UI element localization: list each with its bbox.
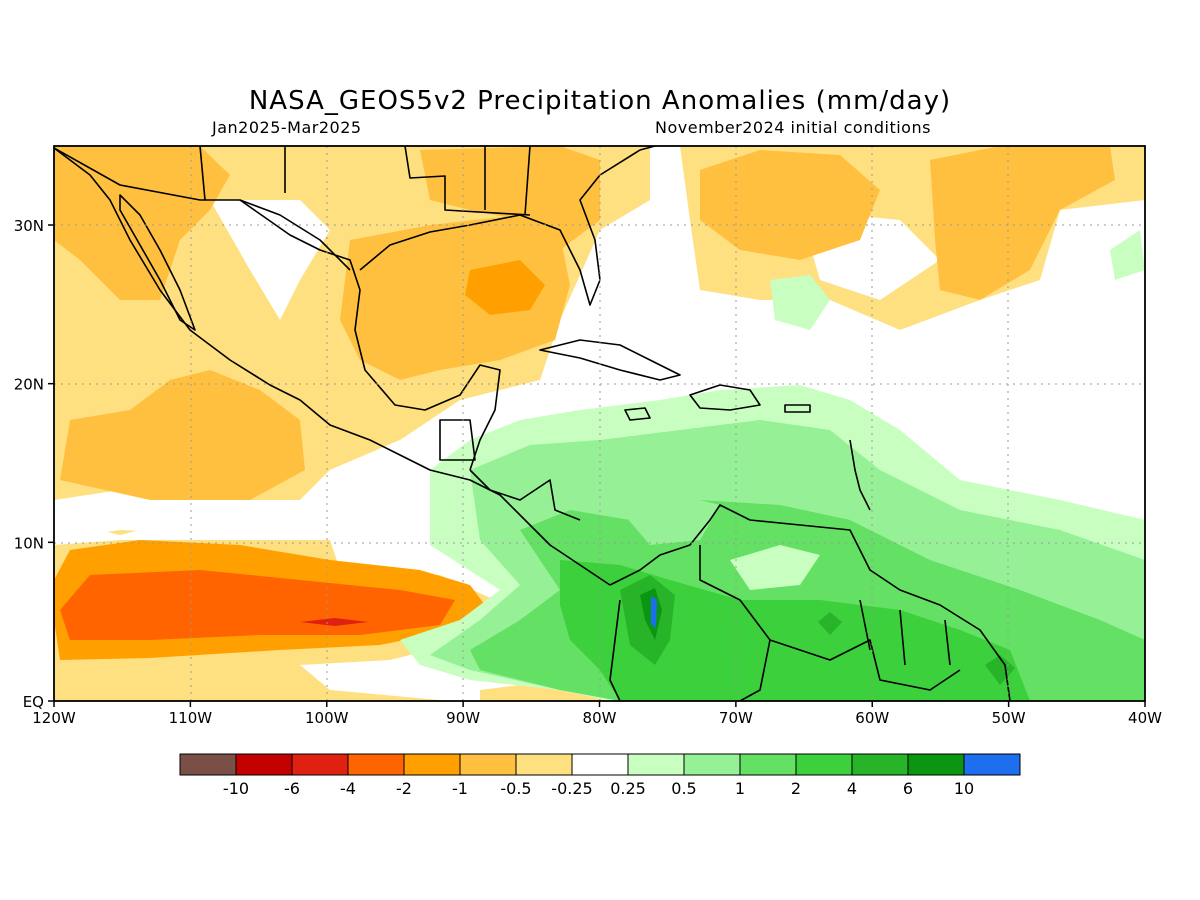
colorbar-label: -10 [223, 779, 249, 798]
coastline-gulf [239, 199, 501, 471]
dry-anomaly-pacific-peak [300, 618, 368, 626]
dry-anomaly-mid-atlantic-east [930, 146, 1115, 300]
colorbar-label: 0.25 [610, 779, 646, 798]
colorbar-swatch [403, 753, 461, 776]
colorbar-label: 1 [735, 779, 745, 798]
neutral-gap-atlantic-east [1040, 200, 1145, 360]
hispaniola [689, 384, 761, 411]
colorbar-label: -1 [452, 779, 468, 798]
colorbar-swatch [179, 753, 237, 776]
cuba [539, 339, 681, 381]
dry-anomaly-mid-pacific [60, 370, 305, 500]
neutral-gap-caribbean-sea [620, 495, 720, 545]
colorbar: -10 -6 -4 -2 -1 -0.5 -0.25 0.25 0.5 1 2 4 6 10 [179, 753, 1021, 798]
dry-anomaly-gulf-core [465, 260, 545, 315]
lon-tick-label: 100W [305, 709, 349, 727]
colorbar-label: 10 [954, 779, 974, 798]
colorbar-label: 4 [847, 779, 857, 798]
lon-tick-label: 110W [169, 709, 213, 727]
colorbar-swatch [739, 753, 797, 776]
neutral-gap-gulf [210, 200, 330, 320]
wet-anomaly-core-east [818, 612, 842, 635]
colorbar-label: 6 [903, 779, 913, 798]
colorbar-swatch [571, 753, 629, 776]
chart-title: NASA_GEOS5v2 Precipitation Anomalies (mm… [248, 86, 952, 116]
latitude-axis: EQ 10N 20N 30N [14, 217, 54, 711]
colorbar-label: -0.25 [551, 779, 592, 798]
border-brazil [769, 639, 961, 691]
colorbar-swatch [795, 753, 853, 776]
puerto-rico [784, 404, 811, 413]
forecast-period: Jan2025-Mar2025 [212, 118, 362, 137]
colorbar-swatch [235, 753, 293, 776]
lon-tick-label: 40W [1128, 709, 1162, 727]
neutral-gap-venezuela [730, 545, 820, 590]
colorbar-swatch [459, 753, 517, 776]
dry-anomaly-mid-atlantic-north [700, 150, 880, 260]
lesser-antilles [849, 439, 871, 511]
lon-tick-label: 60W [855, 709, 889, 727]
jamaica [624, 407, 651, 421]
colorbar-label: -4 [340, 779, 356, 798]
anomaly-field [54, 146, 1145, 701]
dry-anomaly-mid-gulf [340, 215, 570, 380]
colorbar-swatch [627, 753, 685, 776]
colorbar-label: 0.5 [671, 779, 696, 798]
gridlines [54, 146, 1145, 701]
border-central-america [469, 469, 581, 521]
neutral-gap-pacific [54, 420, 470, 560]
wet-anomaly-core-guianas [985, 655, 1015, 685]
border-guatemala-belize [439, 419, 476, 461]
colorbar-swatch [851, 753, 909, 776]
coastlines [54, 146, 1011, 701]
colorbar-swatch [683, 753, 741, 776]
lat-tick-label: 20N [14, 376, 44, 394]
lat-tick-label: 10N [14, 534, 44, 552]
border-us-mexico [54, 147, 351, 271]
initial-conditions: November2024 initial conditions [655, 118, 931, 137]
lat-tick-label: 30N [14, 217, 44, 235]
colorbar-label: -6 [284, 779, 300, 798]
colorbar-label: 2 [791, 779, 801, 798]
coastline-mexico-pacific [54, 147, 611, 586]
colorbar-label: -2 [396, 779, 412, 798]
colorbar-swatch [963, 753, 1021, 776]
lat-tick-label: EQ [23, 693, 44, 711]
wet-anomaly-light-atlantic-east [1110, 230, 1145, 280]
baja-california [119, 194, 196, 331]
lon-tick-label: 70W [719, 709, 753, 727]
lon-tick-label: 90W [446, 709, 480, 727]
border-guianas [859, 599, 951, 666]
lon-tick-label: 80W [583, 709, 617, 727]
coastline-south-america-north [609, 504, 1011, 701]
dry-anomaly-mid-us [420, 146, 600, 250]
longitude-axis: 120W 110W 100W 90W 80W 70W 60W 50W 40W [32, 701, 1162, 727]
lon-tick-label: 50W [992, 709, 1026, 727]
colorbar-swatch [515, 753, 573, 776]
colorbar-swatch [907, 753, 965, 776]
coastline-colombia-pacific [609, 599, 621, 701]
coastline-us-gulf [359, 146, 656, 306]
wet-anomaly-extreme [651, 596, 657, 628]
colorbar-swatch [347, 753, 405, 776]
us-state-lines [199, 146, 531, 216]
colorbar-label: -0.5 [500, 779, 531, 798]
wet-anomaly-light-atlantic [770, 275, 830, 330]
wet-anomaly-south-america [560, 560, 1030, 701]
lon-tick-label: 120W [32, 709, 76, 727]
colorbar-swatch [291, 753, 349, 776]
border-venezuela-colombia [699, 545, 771, 701]
